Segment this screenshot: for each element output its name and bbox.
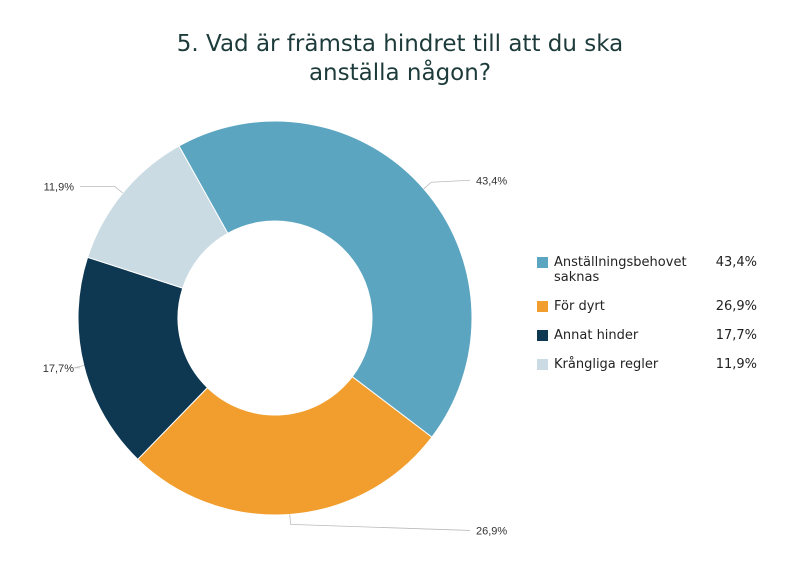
chart-title: 5. Vad är främsta hindret till att du sk… (0, 30, 800, 88)
legend-item-annat-hinder: Annat hinder 17,7% (537, 328, 757, 343)
legend-label: Anställningsbehovet saknas (554, 255, 687, 285)
chart-legend: Anställningsbehovet saknas 43,4% För dyr… (537, 255, 757, 386)
leader-line-krangliga-regler (80, 186, 123, 194)
legend-swatch (537, 330, 548, 341)
chart-title-line-1: 5. Vad är främsta hindret till att du sk… (176, 31, 624, 57)
data-label-for-dyrt: 26,9% (476, 525, 507, 537)
leader-line-annat-hinder (74, 365, 84, 369)
donut-slice-anstallningsbehovet (178, 120, 473, 438)
donut-slice-annat-hinder (77, 256, 209, 461)
legend-value: 17,7% (715, 328, 757, 343)
legend-value: 11,9% (715, 357, 757, 372)
legend-value: 26,9% (715, 299, 757, 314)
legend-label: Annat hinder (554, 328, 639, 343)
legend-label: Krångliga regler (554, 357, 659, 372)
legend-label: För dyrt (554, 299, 605, 314)
leader-line-for-dyrt (289, 514, 471, 531)
leader-line-anstallningsbehovet (423, 179, 471, 190)
legend-swatch (537, 359, 548, 370)
legend-swatch (537, 301, 548, 312)
data-label-annat-hinder: 17,7% (43, 363, 74, 375)
legend-item-anstallningsbehovet: Anställningsbehovet saknas 43,4% (537, 255, 757, 285)
legend-item-for-dyrt: För dyrt 26,9% (537, 299, 757, 314)
legend-swatch (537, 257, 548, 268)
donut-slice-krangliga-regler (86, 145, 229, 289)
chart-title-line-2: anställa någon? (308, 60, 492, 86)
legend-item-krangliga-regler: Krångliga regler 11,9% (537, 357, 757, 372)
donut-slice-for-dyrt (137, 375, 433, 516)
legend-value: 43,4% (715, 255, 757, 270)
data-label-krangliga-regler: 11,9% (44, 182, 75, 194)
data-label-anstallningsbehovet: 43,4% (476, 175, 507, 187)
